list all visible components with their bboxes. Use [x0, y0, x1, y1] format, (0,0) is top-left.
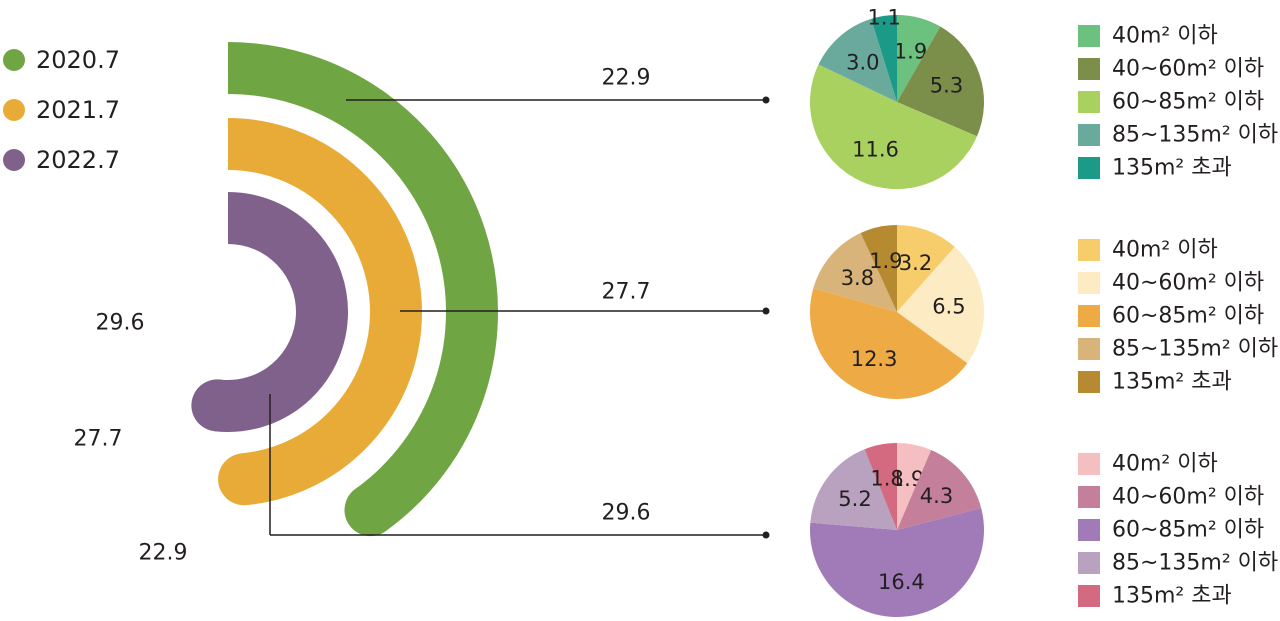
pie-legend-label: 40m² 이하 [1112, 452, 1218, 477]
pie-slice [864, 443, 897, 530]
year-legend-label: 2020.7 [36, 46, 120, 74]
radial-bar-end-cap [218, 453, 271, 506]
pie-legend-swatch [1078, 124, 1100, 146]
pie-slice-label: 16.4 [878, 570, 925, 594]
leader-value-2021: 27.7 [602, 280, 651, 305]
pie-legend-swatch [1078, 157, 1100, 179]
pie-2021.7: 3.26.5 12.3 3.81.9 [810, 225, 985, 400]
pie-slice [897, 26, 984, 137]
pie-slice [860, 225, 897, 312]
pie-legend-label: 135m² 초과 [1112, 370, 1232, 395]
pie-legend-swatch [1078, 58, 1100, 80]
pie-slice [810, 288, 968, 400]
pie-slice-label: 3.0 [846, 51, 879, 75]
leader-value-2020: 22.9 [602, 66, 651, 91]
pie-legend-swatch [1078, 552, 1100, 574]
pie-slice [810, 449, 897, 530]
pie-legend-label: 40~60m² 이하 [1112, 485, 1264, 510]
pie-legend-swatch [1078, 519, 1100, 541]
pie-legend-swatch [1078, 239, 1100, 261]
pie-legend-label: 135m² 초과 [1112, 584, 1232, 609]
pie-legend-swatch [1078, 25, 1100, 47]
year-legend-label: 2022.7 [36, 146, 120, 174]
pie-slice-label: 5.2 [838, 487, 871, 511]
pie-legend-label: 135m² 초과 [1112, 156, 1232, 181]
pie-legend-swatch [1078, 272, 1100, 294]
leader-dot [762, 531, 770, 539]
pie-legend-label: 40~60m² 이하 [1112, 57, 1264, 82]
pie-slice-label: 1.1 [867, 6, 900, 30]
radial-bars [191, 42, 498, 537]
pie-legend-swatch [1078, 305, 1100, 327]
leader-dot [762, 96, 770, 104]
pie-slice [897, 449, 982, 530]
pie-charts: 1.95.311.63.01.13.26.512.33.81.91.94.316… [809, 6, 985, 617]
pie-legend-swatch [1078, 585, 1100, 607]
leader-value-2022: 29.6 [602, 501, 651, 526]
pie-legend-label: 40m² 이하 [1112, 24, 1218, 49]
radial-bar-value-label: 27.7 [74, 427, 123, 452]
pie-legend-label: 40~60m² 이하 [1112, 271, 1264, 296]
year-legend-label: 2021.7 [36, 96, 120, 124]
pie-legend-label: 85~135m² 이하 [1112, 123, 1278, 148]
pie-legends: 40m² 이하 40~60m² 이하 60~85m² 이하 85~135m² 이하 13… [1078, 24, 1278, 609]
pie-legend-label: 40m² 이하 [1112, 238, 1218, 263]
pie-legend-2022.7: 40m² 이하 40~60m² 이하 60~85m² 이하 85~135m² 이하 13… [1078, 452, 1278, 609]
pie-legend-label: 60~85m² 이하 [1112, 518, 1264, 543]
pie-slice [809, 508, 984, 617]
radial-bar-2020.7 [227, 42, 498, 532]
pie-slice [818, 18, 897, 102]
pie-slice [897, 225, 955, 312]
year-legend-dot [3, 149, 25, 171]
pie-slice-label: 3.8 [841, 266, 874, 290]
radial-bar-value-label: 22.9 [139, 541, 188, 566]
pie-legend-label: 60~85m² 이하 [1112, 90, 1264, 115]
year-legend-dot [3, 49, 25, 71]
radial-bar-2022.7 [214, 192, 348, 432]
pie-slice [897, 246, 985, 364]
pie-2022.7: 1.94.316.45.21.8 [809, 443, 984, 617]
pie-legend-swatch [1078, 91, 1100, 113]
pie-slice-label: 1.8 [870, 467, 903, 491]
radial-bar-end-cap [344, 484, 397, 537]
pie-slice-label: 1.9 [869, 249, 902, 273]
leader-lines: 22.9 27.7 29.6 [269, 66, 770, 539]
pie-legend-swatch [1078, 486, 1100, 508]
year-legend: 2020.7 2021.7 2022.7 [3, 46, 120, 174]
pie-slice [813, 232, 897, 312]
pie-2020.7: 1.95.311.63.01.1 [809, 6, 984, 190]
pie-legend-2021.7: 40m² 이하 40~60m² 이하 60~85m² 이하 85~135m² 이하 13… [1078, 238, 1278, 395]
pie-slice-label: 3.2 [899, 251, 932, 275]
pie-legend-swatch [1078, 338, 1100, 360]
pie-slice-label: 5.3 [930, 74, 963, 98]
radial-bar-end-cap [191, 379, 244, 432]
pie-slice-label: 12.3 [851, 347, 898, 371]
pie-slice-label: 11.6 [852, 138, 899, 162]
leader-dot [762, 307, 770, 315]
pie-slice [897, 443, 932, 530]
year-legend-dot [3, 99, 25, 121]
radial-bar-2021.7 [227, 118, 422, 506]
radial-bar-value-label: 29.6 [96, 311, 145, 336]
pie-legend-2020.7: 40m² 이하 40~60m² 이하 60~85m² 이하 85~135m² 이하 13… [1078, 24, 1278, 181]
radial-bar-labels: 22.9 27.7 29.6 [74, 311, 188, 566]
pie-legend-label: 85~135m² 이하 [1112, 551, 1278, 576]
pie-slice [809, 64, 977, 190]
pie-legend-label: 85~135m² 이하 [1112, 337, 1278, 362]
pie-slice-label: 4.3 [920, 484, 953, 508]
pie-legend-swatch [1078, 371, 1100, 393]
pie-slice-label: 6.5 [932, 294, 965, 318]
pie-slice [871, 15, 897, 102]
pie-legend-label: 60~85m² 이하 [1112, 304, 1264, 329]
pie-slice [897, 15, 941, 102]
pie-legend-swatch [1078, 453, 1100, 475]
